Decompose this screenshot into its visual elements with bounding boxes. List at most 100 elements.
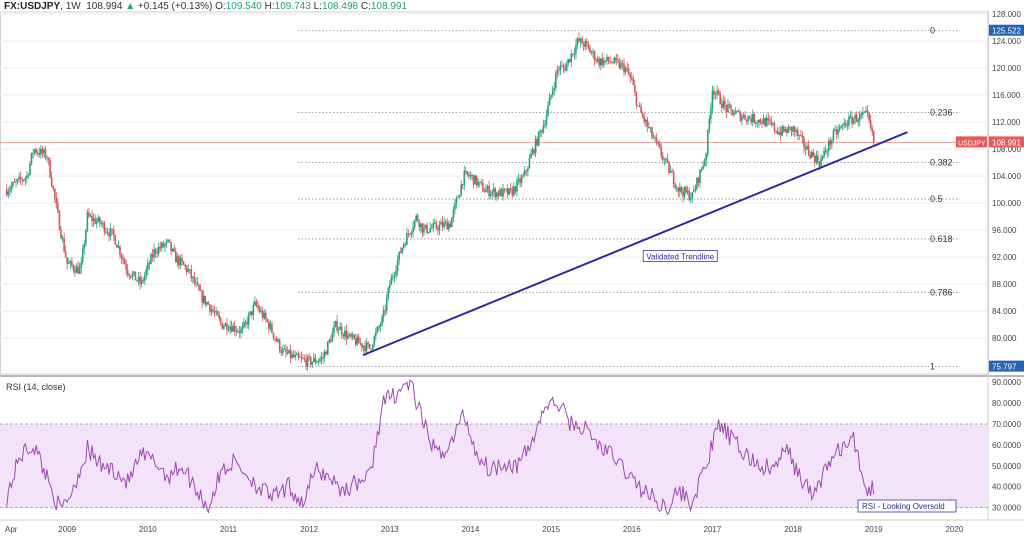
candle-body [246, 321, 248, 325]
candle-body [331, 332, 334, 342]
time-tick-label: 2019 [865, 525, 883, 534]
candle-body [176, 256, 179, 263]
candle-body [764, 118, 766, 127]
candle-body [668, 161, 670, 173]
candle-body [486, 186, 489, 190]
candle-body [387, 287, 390, 298]
candle-body [21, 179, 24, 181]
candle-body [271, 323, 273, 333]
candle-body [561, 65, 563, 67]
candle-body [545, 115, 548, 125]
candle-body [854, 114, 856, 120]
trendline[interactable] [362, 131, 908, 357]
candle-body [378, 326, 380, 328]
candle-body [274, 337, 276, 339]
candle-body [345, 330, 348, 339]
candle-body [60, 229, 62, 239]
candle-body [694, 188, 697, 190]
candle-body [418, 220, 421, 228]
candle-body [539, 130, 542, 132]
candle-body [188, 269, 191, 271]
candle-body [845, 123, 847, 127]
time-tick-label: 2017 [704, 525, 722, 534]
candle-body [112, 229, 115, 236]
candle-body [249, 311, 252, 315]
candle-body [865, 110, 867, 112]
candle-body [77, 266, 79, 274]
candle-body [125, 263, 127, 270]
candle-body [438, 224, 441, 231]
candle-body [316, 361, 318, 363]
high-label: H: [264, 1, 275, 12]
candle-body [503, 188, 506, 190]
candle-body [395, 270, 397, 276]
candle-body [306, 356, 309, 367]
candle-body [806, 146, 808, 150]
candle-body [534, 138, 537, 154]
candle-body [207, 302, 210, 305]
candle-body [224, 323, 227, 327]
candle-body [691, 192, 694, 199]
candle-body [50, 177, 53, 187]
rsi-line[interactable] [6, 379, 875, 516]
candle-body [727, 104, 729, 113]
candle-body [807, 146, 810, 155]
candle-body [784, 129, 787, 132]
price-tick-label: 104.000 [992, 172, 1021, 181]
candle-body [241, 326, 244, 330]
time-tick-label: 2010 [139, 525, 157, 534]
candle-body [156, 253, 158, 254]
candle-body [202, 295, 205, 303]
candle-body [114, 235, 117, 245]
interval-label[interactable]: 1W [65, 1, 81, 12]
candle-body [52, 186, 55, 189]
candle-body [618, 60, 621, 68]
candle-body [260, 310, 262, 312]
symbol-label[interactable]: FX:USDJPY [4, 1, 61, 12]
candle-body [449, 223, 452, 228]
candle-body [869, 120, 872, 129]
candle-body [688, 190, 690, 200]
fib-level-label: 1 [930, 362, 935, 372]
candle-body [185, 266, 188, 272]
candle-body [106, 231, 109, 234]
candle-body [474, 175, 476, 185]
candle-body [674, 184, 677, 188]
candle-body [190, 269, 193, 278]
candle-body [19, 176, 22, 180]
candle-body [86, 212, 89, 231]
candle-body [250, 311, 253, 316]
candle-body [604, 60, 607, 62]
candle-body [64, 251, 67, 258]
price-tick-label: 128.000 [992, 10, 1021, 19]
candle-body [81, 249, 84, 263]
candle-body [527, 168, 529, 172]
candle-body [235, 331, 238, 333]
candle-body [269, 323, 272, 329]
candle-body [655, 137, 658, 142]
candle-body [762, 118, 765, 125]
candle-body [685, 187, 687, 193]
candle-body [576, 38, 579, 45]
candle-body [623, 63, 625, 73]
price-tick-label: 120.000 [992, 64, 1021, 73]
candle-body [85, 230, 87, 245]
candle-body [111, 228, 113, 230]
candle-body [572, 53, 574, 55]
price-tick-label: 96.000 [992, 226, 1017, 235]
candle-body [835, 129, 838, 135]
candle-body [821, 156, 824, 160]
candle-body [347, 335, 349, 339]
candle-body [83, 244, 86, 250]
candle-body [789, 126, 791, 128]
candle-body [309, 357, 312, 365]
candle-body [365, 342, 368, 352]
candle-body [406, 233, 408, 245]
candle-body [147, 263, 149, 270]
rsi-tick-label: 90.0000 [992, 378, 1021, 387]
candle-body [303, 358, 306, 360]
candle-body [424, 224, 427, 229]
candle-body [575, 44, 577, 54]
candle-body [756, 122, 759, 124]
